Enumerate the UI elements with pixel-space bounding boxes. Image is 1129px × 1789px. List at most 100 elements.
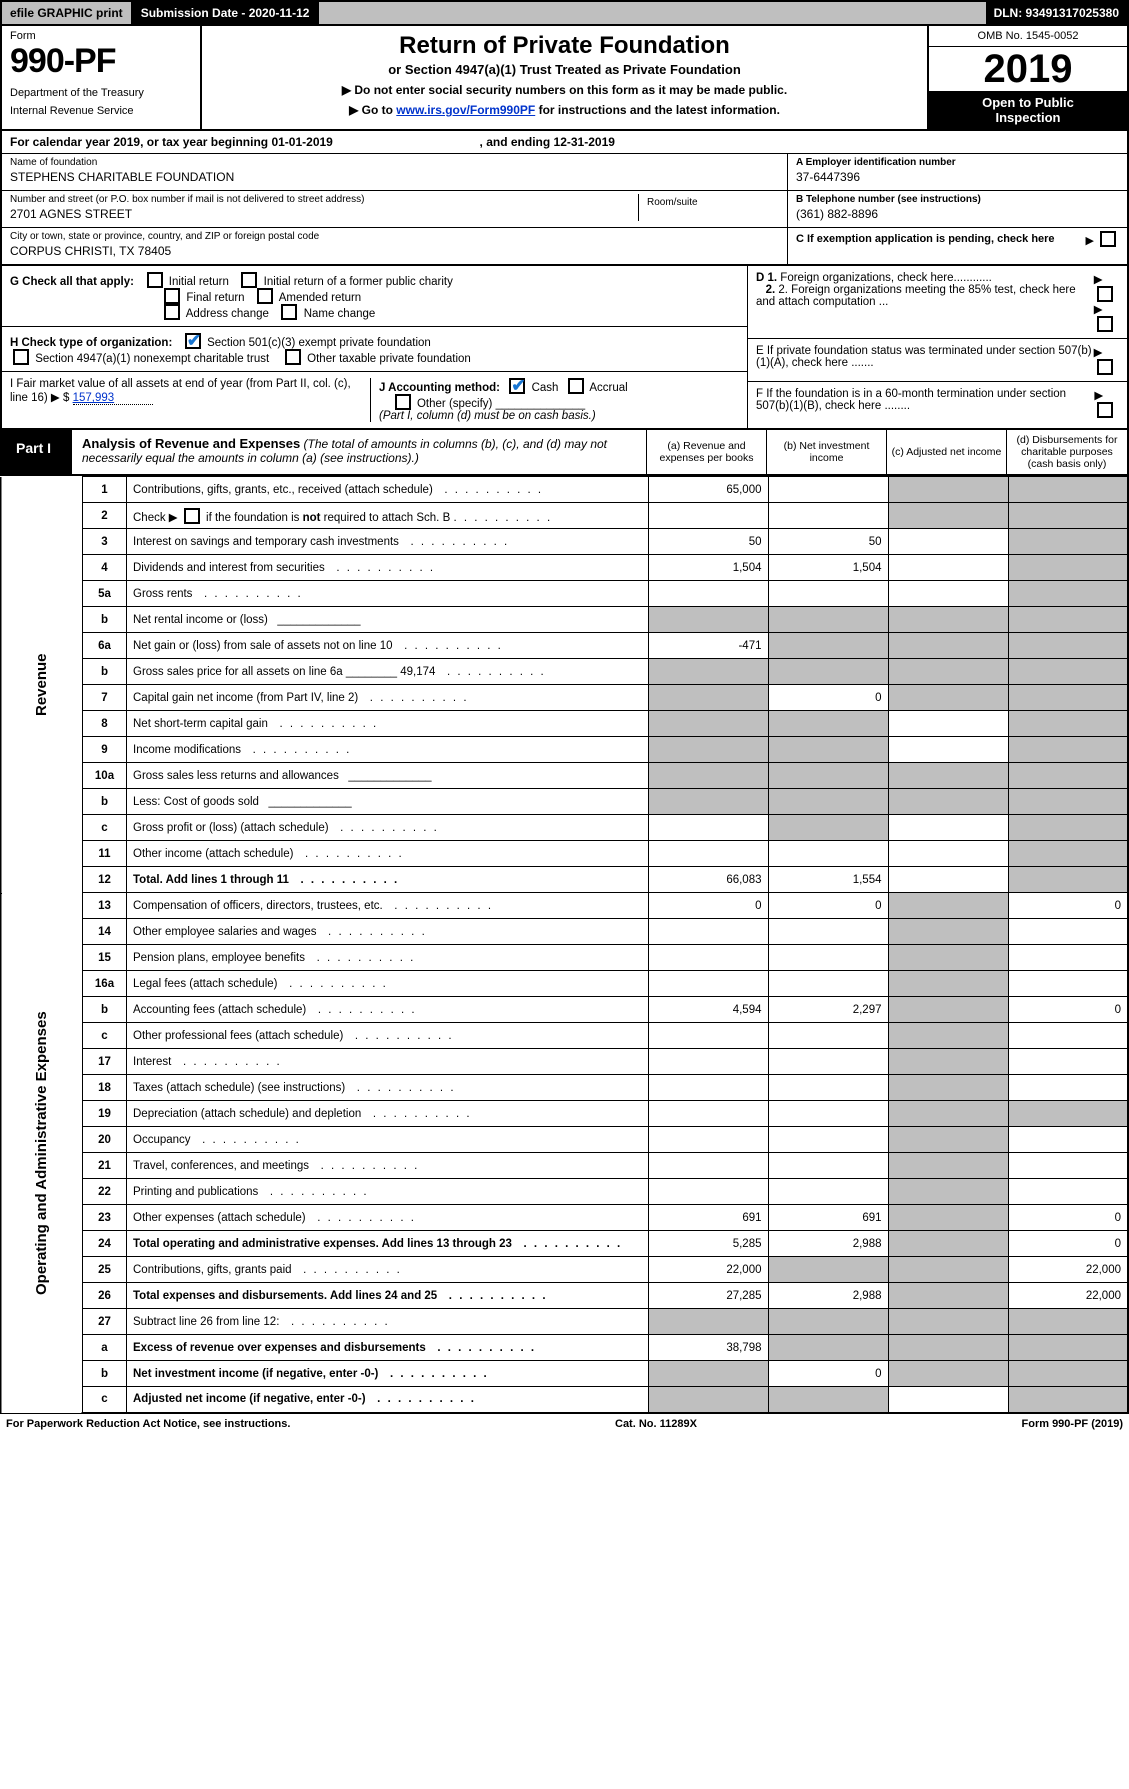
amount-cell — [888, 1309, 1008, 1335]
amount-cell — [888, 581, 1008, 607]
f-checkbox[interactable] — [1097, 402, 1113, 418]
amount-cell — [1008, 1023, 1128, 1049]
amount-cell — [1008, 607, 1128, 633]
amount-cell — [648, 1361, 768, 1387]
entity-block: Name of foundation STEPHENS CHARITABLE F… — [0, 154, 1129, 266]
line-desc: Adjusted net income (if negative, enter … — [127, 1387, 649, 1413]
ssn-note: ▶ Do not enter social security numbers o… — [212, 83, 917, 97]
amount-cell — [888, 477, 1008, 503]
amount-cell — [768, 789, 888, 815]
amount-cell — [768, 711, 888, 737]
c-checkbox[interactable] — [1100, 231, 1116, 247]
amount-cell: 50 — [768, 529, 888, 555]
i-fmv-link[interactable]: 157,993 — [73, 392, 153, 405]
line-number: 7 — [83, 685, 127, 711]
line-desc: Travel, conferences, and meetings — [127, 1153, 649, 1179]
amount-cell — [768, 581, 888, 607]
amount-cell — [888, 815, 1008, 841]
table-row: bGross sales price for all assets on lin… — [1, 659, 1128, 685]
amount-cell — [768, 945, 888, 971]
line-desc: Other expenses (attach schedule) — [127, 1205, 649, 1231]
g-final[interactable] — [164, 288, 180, 304]
line-desc: Other employee salaries and wages — [127, 919, 649, 945]
g-initial-return[interactable] — [147, 272, 163, 288]
table-row: 4Dividends and interest from securities … — [1, 555, 1128, 581]
amount-cell — [1008, 971, 1128, 997]
goto-pre: ▶ Go to — [349, 103, 396, 117]
line-desc: Total operating and administrative expen… — [127, 1231, 649, 1257]
amount-cell — [648, 841, 768, 867]
amount-cell — [768, 1179, 888, 1205]
submission-date-button[interactable]: Submission Date - 2020-11-12 — [133, 2, 320, 24]
ij-row: I Fair market value of all assets at end… — [2, 372, 747, 428]
foundation-name-label: Name of foundation — [10, 157, 779, 168]
table-row: 23Other expenses (attach schedule) 69169… — [1, 1205, 1128, 1231]
amount-cell — [1008, 1101, 1128, 1127]
h-4947[interactable] — [13, 349, 29, 365]
g-name-change[interactable] — [281, 304, 297, 320]
amount-cell: 1,504 — [648, 555, 768, 581]
g-amended[interactable] — [257, 288, 273, 304]
g-label: G Check all that apply: — [10, 276, 134, 288]
amount-cell — [648, 607, 768, 633]
amount-cell — [768, 841, 888, 867]
line-number: 27 — [83, 1309, 127, 1335]
page-footer: For Paperwork Reduction Act Notice, see … — [0, 1414, 1129, 1434]
col-c-header: (c) Adjusted net income — [887, 430, 1007, 474]
d1-checkbox[interactable] — [1097, 286, 1113, 302]
amount-cell — [888, 789, 1008, 815]
amount-cell — [888, 503, 1008, 529]
g-address-change[interactable] — [164, 304, 180, 320]
amount-cell — [1008, 503, 1128, 529]
line-desc: Income modifications — [127, 737, 649, 763]
amount-cell — [888, 529, 1008, 555]
j-other[interactable] — [395, 394, 411, 410]
amount-cell: 4,594 — [648, 997, 768, 1023]
sch-b-checkbox[interactable] — [184, 508, 200, 524]
line-number: 4 — [83, 555, 127, 581]
amount-cell — [1008, 1049, 1128, 1075]
line-desc: Check ▶ if the foundation is not require… — [127, 503, 649, 529]
table-row: 19Depreciation (attach schedule) and dep… — [1, 1101, 1128, 1127]
check-grid: G Check all that apply: Initial return I… — [0, 266, 1129, 430]
amount-cell — [648, 945, 768, 971]
h-opt1: Section 501(c)(3) exempt private foundat… — [207, 337, 431, 349]
amount-cell — [768, 1075, 888, 1101]
line-number: 22 — [83, 1179, 127, 1205]
amount-cell — [1008, 815, 1128, 841]
amount-cell: 1,504 — [768, 555, 888, 581]
amount-cell: 0 — [1008, 1231, 1128, 1257]
h-other-taxable[interactable] — [285, 349, 301, 365]
revenue-vlabel: Revenue — [1, 477, 83, 893]
j-cash[interactable] — [509, 378, 525, 394]
amount-cell — [888, 555, 1008, 581]
line-number: b — [83, 659, 127, 685]
j-label: J Accounting method: — [379, 382, 500, 394]
h-501c3[interactable] — [185, 333, 201, 349]
e-checkbox[interactable] — [1097, 359, 1113, 375]
amount-cell: 66,083 — [648, 867, 768, 893]
amount-cell — [888, 1283, 1008, 1309]
goto-post: for instructions and the latest informat… — [539, 103, 780, 117]
street-label: Number and street (or P.O. box number if… — [10, 194, 638, 205]
d2-checkbox[interactable] — [1097, 316, 1113, 332]
line-number: b — [83, 607, 127, 633]
table-row: 14Other employee salaries and wages — [1, 919, 1128, 945]
amount-cell — [1008, 737, 1128, 763]
line-number: 25 — [83, 1257, 127, 1283]
amount-cell — [1008, 659, 1128, 685]
inspect-line1: Open to Public — [931, 95, 1125, 110]
expenses-vlabel: Operating and Administrative Expenses — [1, 893, 83, 1413]
g-initial-former[interactable] — [241, 272, 257, 288]
amount-cell — [888, 737, 1008, 763]
j-accrual[interactable] — [568, 378, 584, 394]
efile-print-button[interactable]: efile GRAPHIC print — [2, 2, 133, 24]
table-row: bNet investment income (if negative, ent… — [1, 1361, 1128, 1387]
h-opt2: Section 4947(a)(1) nonexempt charitable … — [35, 353, 269, 365]
amount-cell — [768, 1335, 888, 1361]
line-desc: Interest — [127, 1049, 649, 1075]
form-number: 990-PF — [10, 42, 192, 81]
j-opt2: Accrual — [589, 382, 627, 394]
line-number: 24 — [83, 1231, 127, 1257]
irs-link[interactable]: www.irs.gov/Form990PF — [396, 103, 535, 117]
